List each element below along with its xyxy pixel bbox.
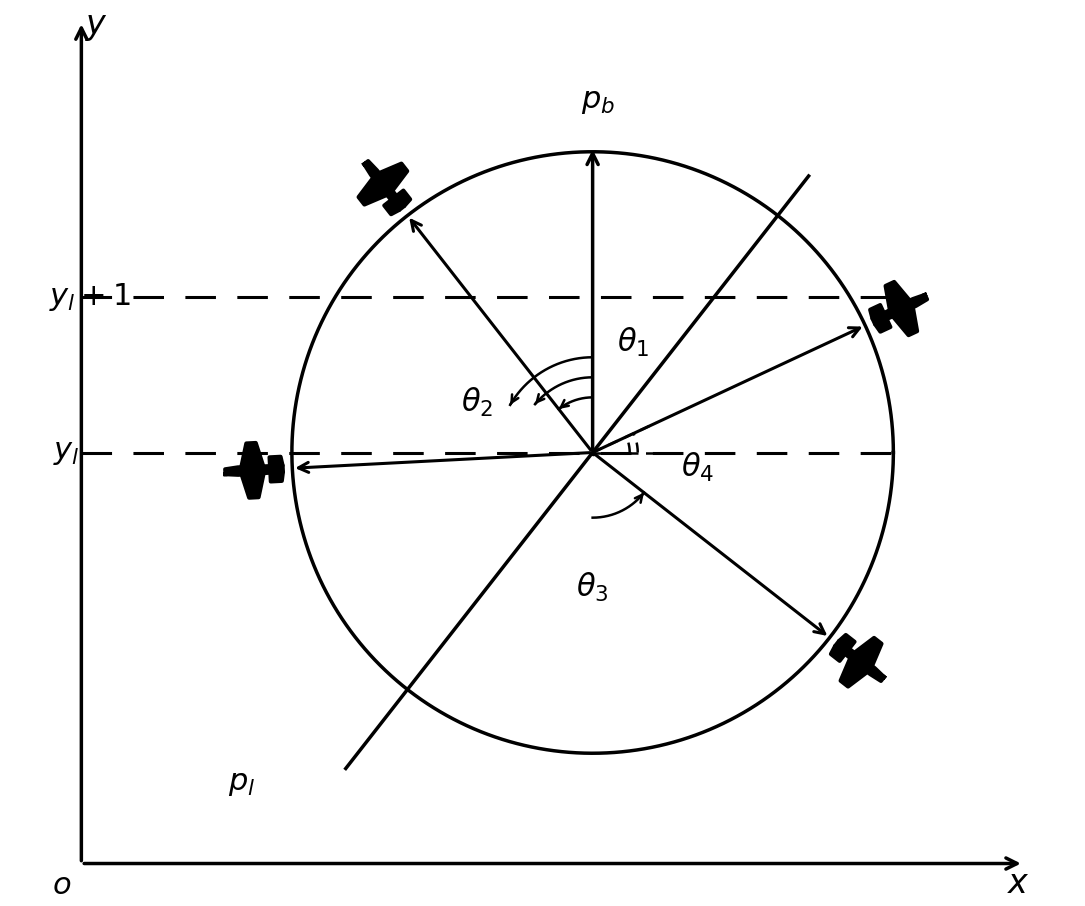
Text: $y$: $y$ — [85, 10, 107, 43]
Polygon shape — [384, 200, 399, 215]
Polygon shape — [225, 466, 283, 475]
Polygon shape — [831, 646, 845, 661]
Text: $\theta_4$: $\theta_4$ — [681, 451, 714, 484]
Text: $x$: $x$ — [1007, 867, 1030, 900]
Text: $p_b$: $p_b$ — [580, 87, 614, 116]
Polygon shape — [839, 635, 855, 649]
Text: $y_l$: $y_l$ — [53, 438, 80, 467]
Polygon shape — [854, 638, 882, 667]
Polygon shape — [893, 307, 917, 335]
Polygon shape — [379, 163, 407, 191]
Polygon shape — [358, 178, 387, 205]
Polygon shape — [872, 294, 928, 324]
Polygon shape — [396, 190, 410, 206]
Text: $\theta_2$: $\theta_2$ — [461, 386, 494, 419]
Polygon shape — [365, 161, 405, 210]
Text: $\theta_1$: $\theta_1$ — [616, 325, 649, 359]
Text: $o$: $o$ — [52, 871, 71, 900]
Text: $y_l+1$: $y_l+1$ — [49, 281, 131, 313]
Polygon shape — [270, 472, 283, 482]
Text: $\theta_3$: $\theta_3$ — [576, 572, 609, 604]
Polygon shape — [885, 282, 910, 311]
Polygon shape — [269, 457, 283, 467]
Polygon shape — [241, 443, 264, 467]
Polygon shape — [841, 658, 868, 687]
Polygon shape — [241, 473, 264, 497]
Polygon shape — [870, 305, 884, 319]
Text: $p_l$: $p_l$ — [228, 769, 255, 798]
Polygon shape — [876, 319, 891, 332]
Polygon shape — [835, 641, 884, 681]
